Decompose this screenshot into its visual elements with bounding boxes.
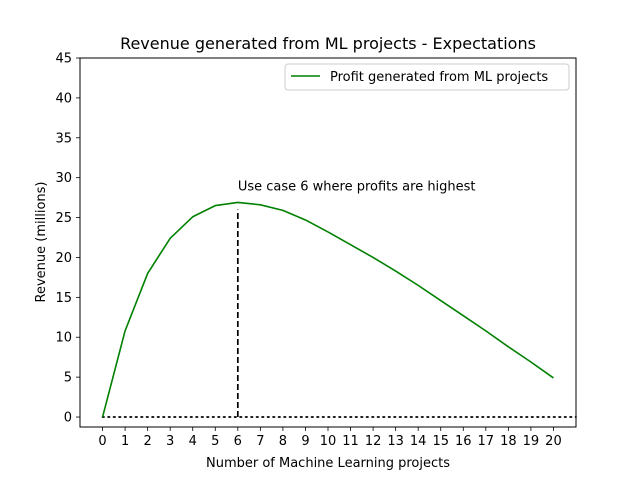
x-tick-label: 16 xyxy=(455,434,472,449)
y-tick-label: 40 xyxy=(55,91,72,106)
y-tick-label: 45 xyxy=(55,52,72,67)
x-tick-label: 10 xyxy=(320,434,337,449)
x-tick-label: 14 xyxy=(410,434,427,449)
plot-area-frame xyxy=(79,57,577,428)
x-tick-label: 1 xyxy=(121,434,129,449)
y-tick-label: 25 xyxy=(55,211,72,226)
y-axis-label: Revenue (millions) xyxy=(34,182,49,303)
x-tick-label: 20 xyxy=(545,434,562,449)
x-axis-label: Number of Machine Learning projects xyxy=(206,456,450,471)
x-tick-label: 9 xyxy=(301,434,309,449)
x-tick-label: 7 xyxy=(256,434,264,449)
x-tick-label: 3 xyxy=(166,434,174,449)
x-tick-label: 5 xyxy=(211,434,219,449)
x-tick-label: 19 xyxy=(523,434,540,449)
x-tick-label: 11 xyxy=(342,434,359,449)
legend-frame xyxy=(284,63,570,91)
x-tick-label: 0 xyxy=(98,434,106,449)
y-tick-label: 35 xyxy=(55,131,72,146)
x-tick-label: 4 xyxy=(189,434,197,449)
y-tick-label: 30 xyxy=(55,171,72,186)
legend-label: Profit generated from ML projects xyxy=(330,70,548,85)
x-tick-label: 6 xyxy=(234,434,242,449)
x-tick-label: 17 xyxy=(478,434,495,449)
y-tick-label: 20 xyxy=(55,251,72,266)
x-tick-label: 2 xyxy=(143,434,151,449)
y-tick-label: 0 xyxy=(64,411,72,426)
x-tick-label: 8 xyxy=(279,434,287,449)
legend: Profit generated from ML projects xyxy=(284,63,570,91)
peak-annotation: Use case 6 where profits are highest xyxy=(238,179,476,194)
x-tick-label: 13 xyxy=(387,434,404,449)
x-tick-label: 12 xyxy=(365,434,382,449)
y-tick-label: 10 xyxy=(55,331,72,346)
chart-title: Revenue generated from ML projects - Exp… xyxy=(120,34,536,53)
y-tick-label: 15 xyxy=(55,291,72,306)
x-tick-label: 15 xyxy=(432,434,449,449)
x-tick-label: 18 xyxy=(500,434,517,449)
y-tick-label: 5 xyxy=(64,371,72,386)
series-line-0 xyxy=(101,201,554,418)
